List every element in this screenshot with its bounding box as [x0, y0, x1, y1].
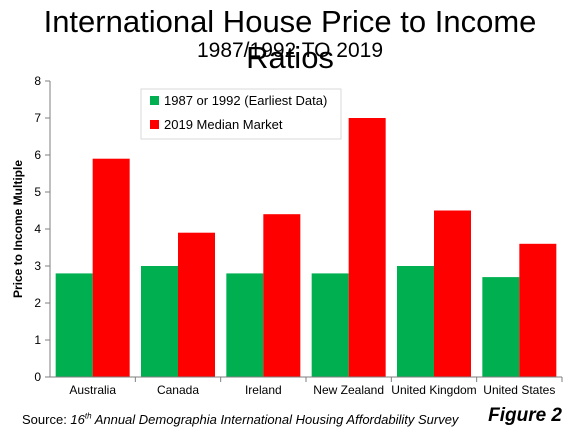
source-note: Source: 16th Annual Demographia Internat…	[22, 412, 458, 427]
bar-2019-australia	[92, 158, 130, 377]
bar-earliest-australia	[55, 273, 93, 377]
bar-2019-new-zealand	[348, 118, 386, 377]
bar-2019-united-kingdom	[434, 210, 471, 377]
x-tick-label: United States	[483, 383, 555, 397]
bar-2019-ireland	[263, 214, 301, 377]
source-prefix: Source:	[22, 412, 71, 427]
bar-earliest-canada	[141, 266, 178, 377]
y-tick-label: 4	[34, 222, 41, 236]
legend-swatch	[150, 96, 159, 105]
y-axis: 0 1 2 3 4 5 6 7 8	[34, 74, 51, 384]
bar-earliest-ireland	[226, 273, 264, 377]
legend-label: 1987 or 1992 (Earliest Data)	[164, 93, 327, 108]
chart-subtitle: 1987/1992 TO 2019	[196, 39, 384, 62]
y-axis-label: Price to Income Multiple	[11, 160, 25, 298]
y-tick-label: 5	[34, 185, 41, 199]
x-tick-label: Australia	[69, 383, 116, 397]
bars	[55, 118, 557, 377]
y-tick-label: 6	[34, 148, 41, 162]
y-tick-label: 8	[34, 74, 41, 88]
chart-title: International House Price to Income Rati…	[43, 4, 537, 75]
bar-chart: 0 1 2 3 4 5 6 7 8 Price to Income Multiple Austr…	[11, 74, 563, 397]
legend-box	[140, 88, 342, 140]
source-title: 16th Annual Demographia International Ho…	[70, 411, 459, 427]
figure-label: Figure 2	[488, 405, 562, 426]
bar-earliest-new-zealand	[311, 273, 349, 377]
legend-label: 2019 Median Market	[164, 117, 283, 132]
x-tick-label: New Zealand	[313, 383, 384, 397]
bar-earliest-united-states	[482, 277, 520, 377]
legend: 1987 or 1992 (Earliest Data) 2019 Median …	[140, 88, 342, 140]
bar-earliest-united-kingdom	[397, 266, 434, 377]
y-tick-label: 2	[34, 296, 41, 310]
x-tick-label: Canada	[157, 383, 199, 397]
x-tick-label: United Kingdom	[391, 383, 476, 397]
bar-2019-canada	[178, 232, 215, 377]
y-tick-label: 1	[34, 333, 41, 347]
y-tick-label: 0	[34, 370, 41, 384]
y-tick-label: 3	[34, 259, 41, 273]
legend-swatch	[150, 120, 159, 129]
x-tick-label: Ireland	[245, 383, 282, 397]
x-axis: Australia Canada Ireland New Zealand United …	[50, 376, 563, 397]
bar-2019-united-states	[519, 243, 557, 377]
y-tick-label: 7	[34, 111, 41, 125]
